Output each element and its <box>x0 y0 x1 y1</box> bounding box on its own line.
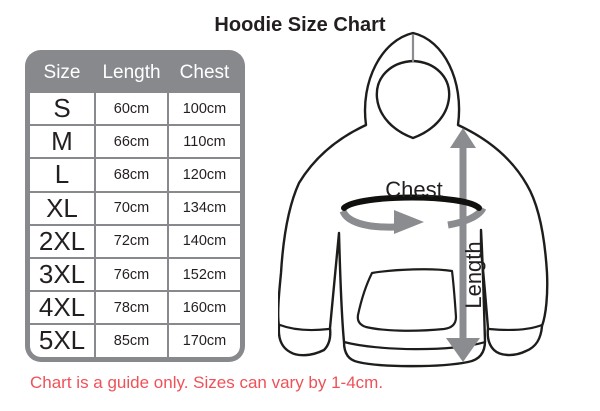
length-cell: 76cm <box>96 258 167 291</box>
size-cell: S <box>30 93 94 125</box>
chest-cell: 120cm <box>169 159 240 191</box>
length-cell: 66cm <box>96 126 167 158</box>
chest-arrowhead-icon <box>394 210 424 234</box>
length-arrowhead-top-icon <box>450 128 476 148</box>
chest-arc-front-right <box>447 206 487 229</box>
footnote: Chart is a guide only. Sizes can vary by… <box>30 373 384 392</box>
chest-label: Chest <box>385 177 442 202</box>
length-cell: 72cm <box>96 225 167 257</box>
page-title: Hoodie Size Chart <box>214 14 386 36</box>
chest-arc-back <box>341 194 482 211</box>
column-header-size: Size <box>30 55 94 91</box>
chest-cell: 110cm <box>169 126 240 158</box>
size-cell: 2XL <box>30 225 94 257</box>
column-header-chest: Chest <box>169 55 240 91</box>
length-arrowhead-bottom-icon <box>446 338 480 362</box>
chest-cell: 134cm <box>169 192 240 224</box>
chest-cell: 152cm <box>169 258 240 291</box>
chest-cell: 140cm <box>169 225 240 257</box>
size-cell: 3XL <box>30 258 94 291</box>
chest-cell: 170cm <box>169 325 240 357</box>
left-cuff-line <box>278 323 331 332</box>
length-label: Length <box>461 241 486 308</box>
size-table-grid: Size Length Chest S 60cm 100cm M 66cm 11… <box>30 55 240 357</box>
chest-cell: 100cm <box>169 93 240 125</box>
chest-arc-front-left <box>339 209 396 231</box>
length-cell: 70cm <box>96 192 167 224</box>
length-cell: 78cm <box>96 292 167 324</box>
size-cell: 4XL <box>30 292 94 324</box>
size-cell: XL <box>30 192 94 224</box>
hoodie-diagram: Chest Length <box>278 31 549 368</box>
length-cell: 85cm <box>96 325 167 357</box>
size-table: Size Length Chest S 60cm 100cm M 66cm 11… <box>25 50 245 362</box>
size-cell: 5XL <box>30 325 94 357</box>
size-cell: L <box>30 159 94 191</box>
right-cuff-line <box>487 323 544 332</box>
column-header-length: Length <box>96 55 167 91</box>
chest-cell: 160cm <box>169 292 240 324</box>
length-cell: 60cm <box>96 93 167 125</box>
pocket <box>356 268 458 332</box>
length-cell: 68cm <box>96 159 167 191</box>
size-cell: M <box>30 126 94 158</box>
